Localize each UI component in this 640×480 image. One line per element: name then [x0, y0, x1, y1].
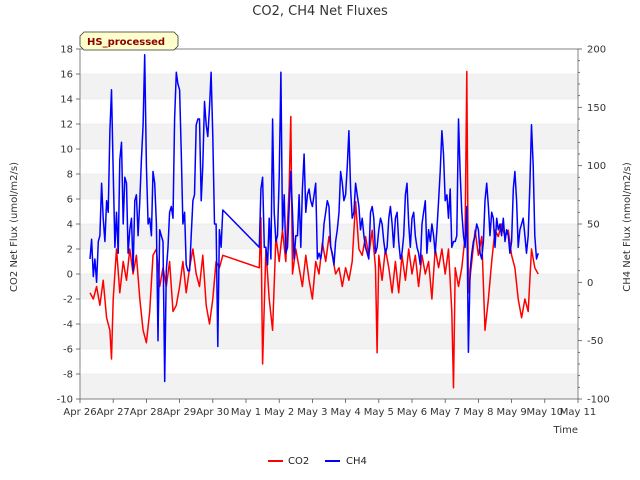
y-left-tick-label: -10: [57, 395, 73, 406]
y-right-tick-label: -100: [587, 395, 610, 406]
grid-band: [80, 124, 578, 149]
y-left-tick-label: 4: [67, 220, 73, 231]
grid-band: [80, 174, 578, 199]
x-tick-label: May 4: [330, 407, 360, 418]
legend-ch4-label: CH4: [346, 456, 367, 467]
grid-band: [80, 324, 578, 349]
x-tick-label: May 6: [397, 407, 427, 418]
chart-title: CO2, CH4 Net Fluxes: [252, 4, 388, 19]
y-axis-right: -100 -50 0 50 100 150 200: [578, 45, 610, 406]
y-left-tick-label: -2: [63, 295, 73, 306]
y-right-tick-label: 0: [587, 278, 593, 289]
x-tick-label: May 1: [231, 407, 261, 418]
y-left-tick-label: 18: [60, 45, 73, 56]
x-tick-label: Apr 30: [196, 407, 229, 418]
y-left-tick-label: -8: [63, 370, 73, 381]
y-left-tick-label: 0: [67, 270, 73, 281]
y-left-tick-label: 2: [67, 245, 73, 256]
processing-badge: HS_processed: [79, 31, 179, 51]
x-tick-label: May 9: [496, 407, 526, 418]
y-axis-right-label: CH4 Net Flux (nmol/m2/s): [622, 162, 633, 292]
x-axis: Apr 26 Apr 27 Apr 28 Apr 29 Apr 30 May 1 May 2…: [63, 399, 596, 418]
legend: CO2 CH4: [268, 456, 367, 467]
x-tick-label: Apr 26: [63, 407, 96, 418]
x-tick-label: May 10: [527, 407, 564, 418]
y-left-tick-label: 12: [60, 120, 73, 131]
grid-band: [80, 74, 578, 99]
grid-band: [80, 274, 578, 299]
y-right-tick-label: 150: [587, 103, 606, 114]
y-right-tick-label: 200: [587, 45, 606, 56]
badge-box: [79, 31, 179, 51]
y-left-tick-label: 10: [60, 145, 73, 156]
y-left-tick-label: -6: [63, 345, 73, 356]
x-tick-label: Apr 27: [97, 407, 130, 418]
x-tick-label: May 2: [264, 407, 294, 418]
y-right-tick-label: -50: [587, 336, 603, 347]
series-group: [89, 54, 539, 389]
y-left-tick-label: 6: [67, 195, 73, 206]
x-tick-label: May 8: [463, 407, 493, 418]
x-tick-label: May 3: [297, 407, 327, 418]
x-tick-label: Apr 28: [130, 407, 163, 418]
x-axis-label: Time: [553, 425, 578, 436]
y-right-tick-label: 100: [587, 161, 606, 172]
series-ch4-line: [89, 54, 539, 383]
y-axis-left: -10 -8 -6 -4 -2 0 2 4 6 8 10 12 14 16 18: [57, 45, 80, 406]
y-left-tick-label: -4: [63, 320, 73, 331]
x-tick-label: Apr 29: [163, 407, 196, 418]
x-tick-label: May 5: [364, 407, 394, 418]
y-left-tick-label: 14: [60, 95, 73, 106]
x-tick-label: May 7: [430, 407, 460, 418]
y-axis-left-label: CO2 Net Flux (umol/m2/s): [9, 162, 20, 292]
badge-label: HS_processed: [87, 37, 165, 48]
grid-band: [80, 374, 578, 399]
y-right-tick-label: 50: [587, 220, 600, 231]
x-tick-label: May 11: [560, 407, 597, 418]
y-left-tick-label: 8: [67, 170, 73, 181]
legend-co2-label: CO2: [288, 456, 309, 467]
y-left-tick-label: 16: [60, 70, 73, 81]
